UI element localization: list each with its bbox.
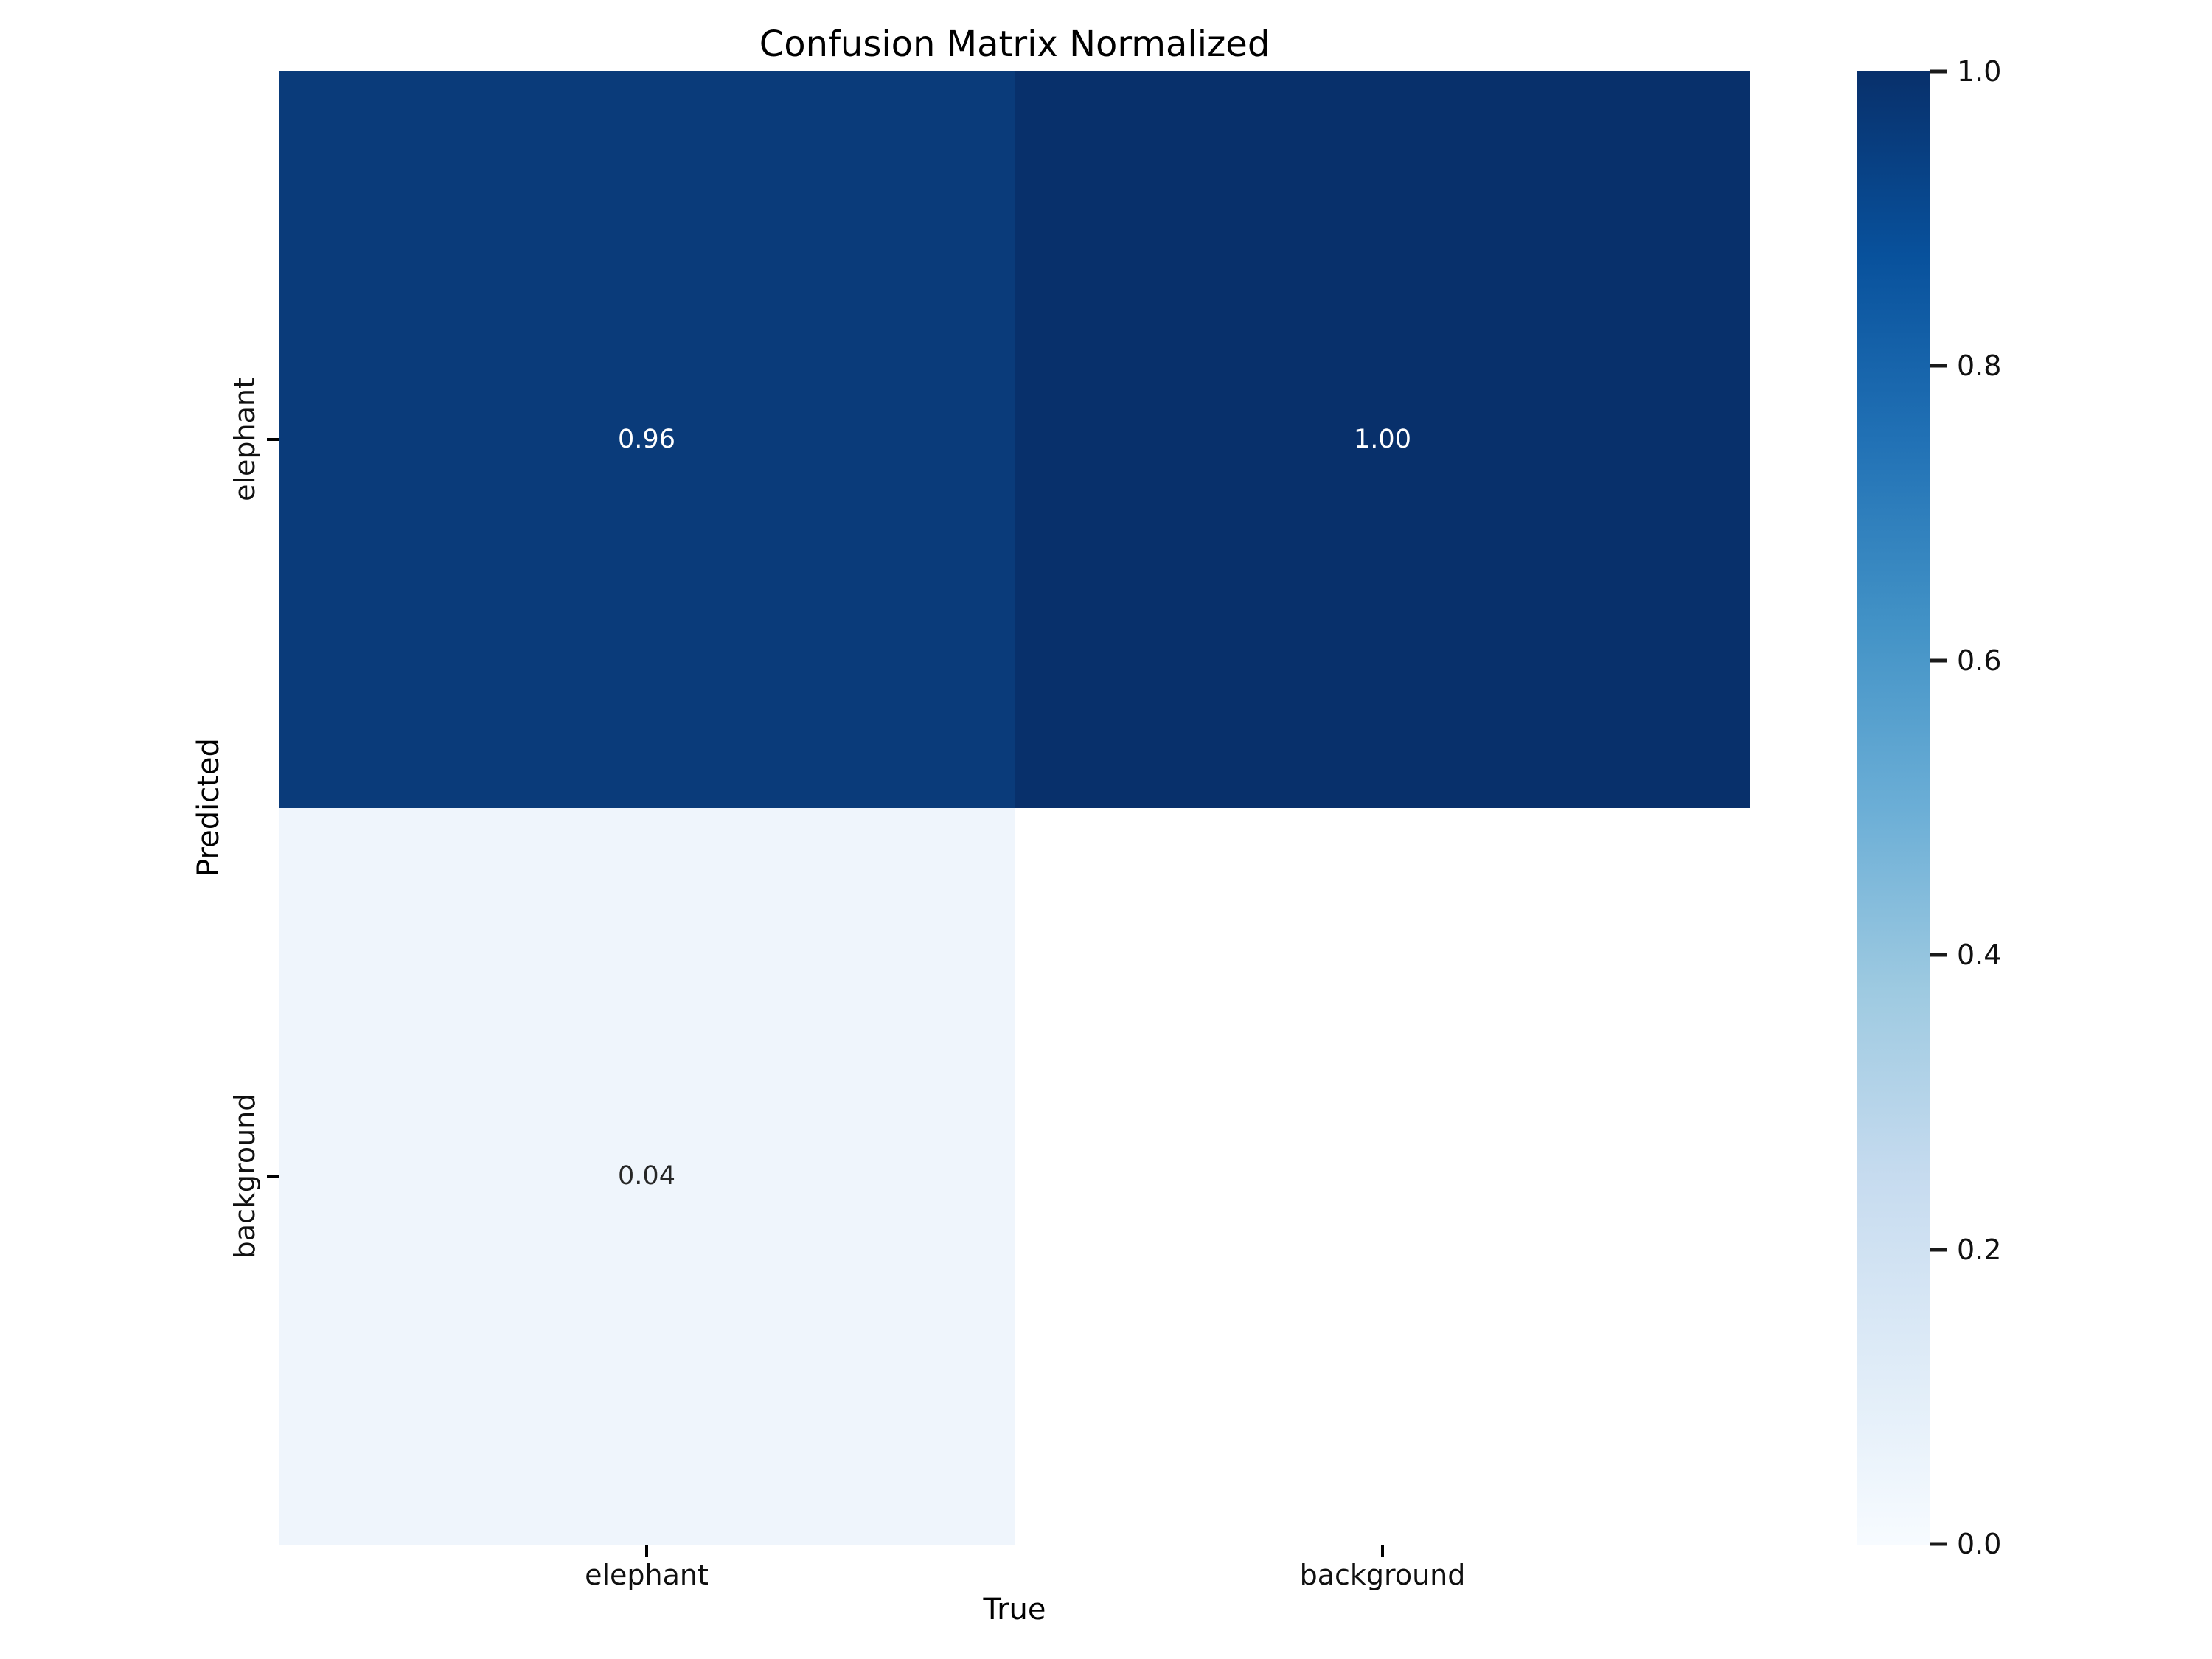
- colorbar-tick-label: 1.0: [1957, 55, 2002, 88]
- heatmap-cell-pred-background-true-background: [1015, 807, 1750, 1545]
- y-tick-label-background: background: [229, 1093, 261, 1259]
- x-tick-label-elephant: elephant: [585, 1559, 709, 1591]
- x-tick-mark: [1381, 1545, 1384, 1557]
- cell-annotation: 1.00: [1354, 424, 1411, 454]
- y-tick-mark: [267, 438, 279, 441]
- x-axis-label: True: [983, 1593, 1046, 1627]
- x-tick-mark: [645, 1545, 648, 1557]
- colorbar-gradient: [1857, 71, 1930, 1545]
- y-tick-label-elephant: elephant: [229, 378, 261, 501]
- colorbar-tick-mark: [1930, 953, 1947, 957]
- chart-title: Confusion Matrix Normalized: [759, 24, 1270, 65]
- y-tick-mark: [267, 1175, 279, 1178]
- heatmap-cell-pred-elephant-true-elephant: 0.96: [279, 71, 1015, 808]
- colorbar-tick-mark: [1930, 1248, 1947, 1252]
- colorbar-tick-label: 0.2: [1957, 1234, 2002, 1266]
- heatmap-cell-pred-background-true-elephant: 0.04: [279, 807, 1015, 1545]
- colorbar-tick-label: 0.0: [1957, 1528, 2002, 1560]
- heatmap: 0.96 1.00 0.04: [279, 71, 1750, 1545]
- y-axis-label: Predicted: [192, 738, 226, 877]
- cell-annotation: 0.04: [618, 1161, 675, 1192]
- colorbar-tick-label: 0.4: [1957, 939, 2002, 971]
- x-tick-label-background: background: [1299, 1559, 1466, 1591]
- colorbar-tick-mark: [1930, 1542, 1947, 1546]
- cell-annotation: 0.96: [618, 424, 675, 454]
- colorbar-tick-mark: [1930, 364, 1947, 368]
- colorbar-tick-label: 0.6: [1957, 644, 2002, 677]
- colorbar-tick-label: 0.8: [1957, 349, 2002, 382]
- colorbar-tick-mark: [1930, 69, 1947, 74]
- heatmap-cell-pred-elephant-true-background: 1.00: [1015, 71, 1750, 808]
- colorbar-tick-mark: [1930, 658, 1947, 663]
